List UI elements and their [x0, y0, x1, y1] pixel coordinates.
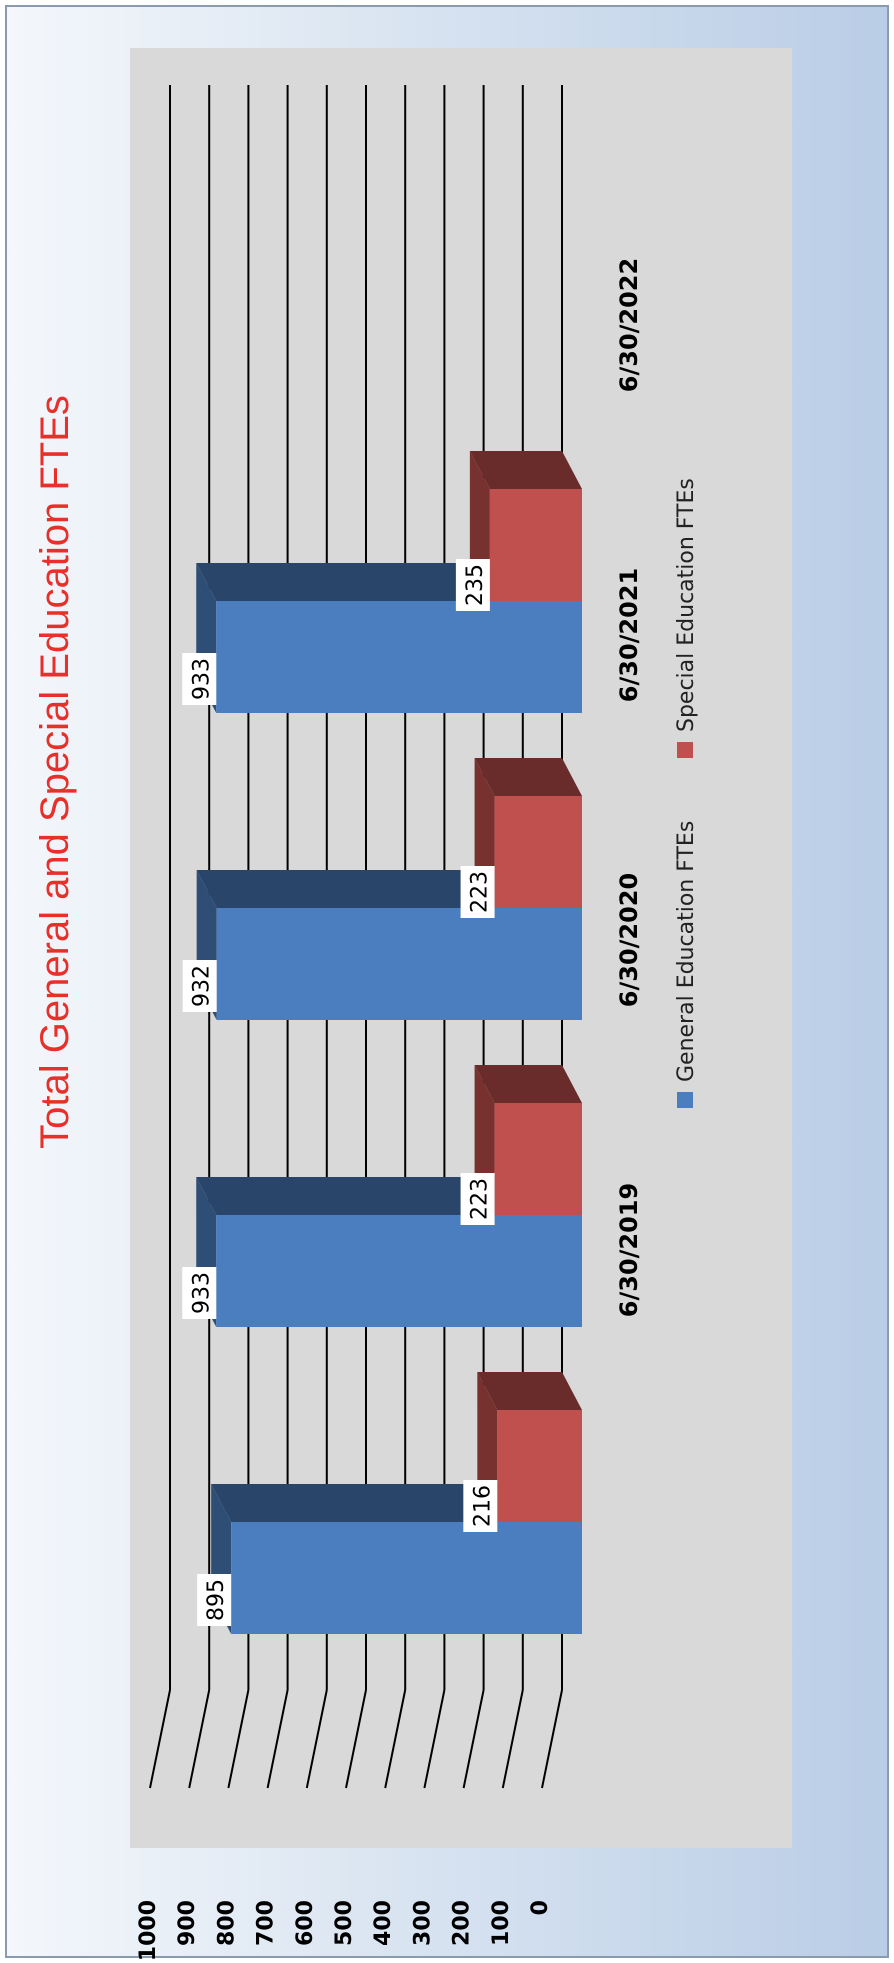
data-label: 932 — [182, 960, 217, 1012]
bar-side-face — [477, 1372, 582, 1410]
data-label-text: 932 — [190, 965, 215, 1007]
y-tick-label: 600 — [293, 1900, 318, 1946]
data-label-box — [460, 866, 495, 918]
floor-gridline — [423, 1689, 446, 1789]
y-tick-label: 1000 — [136, 1900, 161, 1961]
y-axis-ticks: 0 100 200 300 400 500 600 700 800 900 1000 — [136, 1900, 553, 1961]
floor-gridline — [462, 1689, 485, 1789]
floor-gridline — [149, 1689, 171, 1789]
bar — [494, 796, 582, 908]
bar-side-face — [474, 1065, 582, 1103]
bar — [216, 908, 582, 1020]
bar — [216, 601, 583, 713]
x-category-label: 6/30/2019 — [615, 1183, 643, 1317]
bar — [231, 1522, 582, 1634]
floor-gridline — [266, 1689, 289, 1789]
y-tick-label: 700 — [254, 1900, 279, 1946]
y-tick-label: 300 — [410, 1900, 435, 1946]
bar — [494, 1103, 582, 1215]
bar — [489, 489, 582, 601]
legend-label: Special Education FTEs — [674, 478, 699, 732]
floor-gridline — [227, 1689, 250, 1789]
data-label-box — [197, 1574, 232, 1626]
y-tick-label: 900 — [175, 1900, 200, 1946]
data-label-text: 235 — [463, 564, 488, 606]
legend-swatch — [677, 1092, 693, 1108]
x-category-label: 6/30/2021 — [615, 568, 643, 702]
floor-gridline — [384, 1689, 407, 1789]
legend-label: General Education FTEs — [674, 821, 699, 1082]
floor-gridline — [345, 1689, 367, 1789]
y-tick-label: 800 — [214, 1900, 239, 1946]
data-label-text: 216 — [470, 1485, 495, 1527]
data-label-text: 933 — [189, 658, 214, 700]
floor-gridline — [188, 1689, 211, 1789]
data-label-box — [182, 1267, 217, 1319]
data-label: 933 — [182, 1267, 217, 1319]
bar-side-face — [469, 451, 582, 489]
data-label: 933 — [182, 653, 217, 705]
y-tick-label: 200 — [450, 1900, 475, 1946]
bar — [216, 1215, 583, 1327]
data-label: 235 — [455, 559, 490, 611]
data-label-box — [182, 653, 217, 705]
data-label: 895 — [197, 1574, 232, 1626]
data-label-box — [455, 559, 490, 611]
legend-swatch — [677, 742, 693, 758]
x-category-label: 6/30/2020 — [615, 873, 643, 1007]
data-label-text: 223 — [468, 871, 493, 913]
floor-gridline — [305, 1689, 328, 1789]
floor-gridline — [501, 1689, 524, 1789]
floor-gridline — [541, 1689, 563, 1789]
x-axis-categories: 6/30/2019 6/30/2020 6/30/2021 6/30/2022 — [615, 258, 643, 1317]
bar — [497, 1410, 582, 1522]
chart-title: Total General and Special Education FTEs — [33, 395, 77, 1149]
y-tick-label: 0 — [528, 1900, 553, 1915]
data-label: 223 — [460, 1173, 495, 1225]
y-tick-label: 500 — [332, 1900, 357, 1946]
data-label-text: 223 — [468, 1178, 493, 1220]
bars — [196, 451, 583, 1634]
data-label-text: 895 — [204, 1579, 229, 1621]
y-tick-label: 100 — [489, 1900, 514, 1946]
legend: General Education FTEs Special Education … — [674, 478, 699, 1108]
data-labels: 895 216 933 223 932 223 933 235 — [182, 559, 498, 1626]
data-label-box — [463, 1480, 498, 1532]
x-category-label: 6/30/2022 — [615, 258, 643, 392]
data-label: 223 — [460, 866, 495, 918]
data-label: 216 — [463, 1480, 498, 1532]
y-tick-label: 400 — [371, 1900, 396, 1946]
bar-side-face — [474, 758, 582, 796]
data-label-box — [460, 1173, 495, 1225]
data-label-text: 933 — [189, 1272, 214, 1314]
data-label-box — [182, 960, 217, 1012]
